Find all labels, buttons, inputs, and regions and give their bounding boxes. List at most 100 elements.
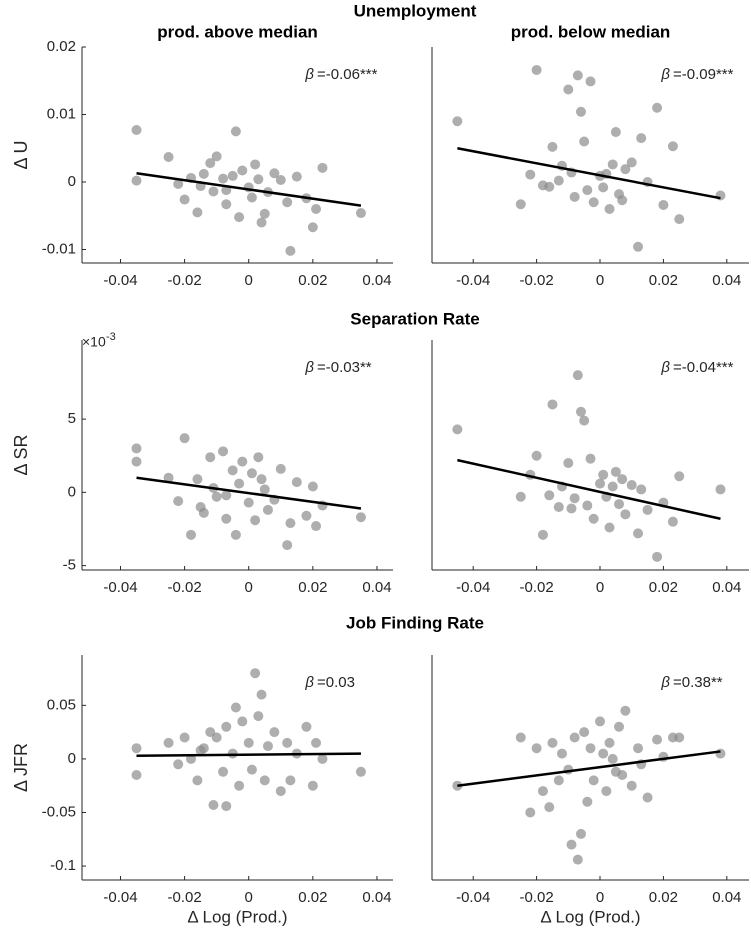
x-tick-label: 0	[596, 272, 604, 289]
point	[218, 446, 229, 457]
point	[626, 780, 637, 791]
x-tick-label: 0.04	[362, 579, 391, 596]
point	[572, 854, 583, 865]
point	[205, 452, 216, 463]
point	[218, 173, 229, 184]
point	[291, 477, 302, 488]
point	[582, 500, 593, 511]
x-tick-label: -0.02	[167, 579, 201, 596]
point	[259, 775, 270, 786]
point	[636, 133, 647, 144]
point	[652, 102, 663, 113]
point	[243, 497, 254, 508]
point	[282, 737, 293, 748]
point	[674, 471, 685, 482]
point	[595, 478, 606, 489]
point	[317, 162, 328, 173]
point	[253, 452, 264, 463]
point	[569, 191, 580, 202]
column-title: prod. below median	[511, 22, 671, 41]
point	[211, 151, 222, 162]
point	[614, 499, 625, 510]
point	[355, 512, 366, 523]
point	[633, 528, 644, 539]
column-title: prod. above median	[157, 22, 318, 41]
annotation-symbol: β	[304, 674, 314, 691]
x-tick-label: -0.02	[520, 272, 554, 289]
point	[179, 194, 190, 205]
fit-line	[457, 147, 721, 200]
point	[642, 504, 653, 515]
point	[301, 721, 312, 732]
point	[291, 171, 302, 182]
point	[205, 158, 216, 169]
x-tick-label: 0.02	[649, 579, 678, 596]
point	[547, 399, 558, 410]
x-tick-label: 0.04	[362, 889, 391, 906]
point	[585, 76, 596, 87]
y-tick-label: 0	[68, 483, 76, 500]
point	[604, 204, 615, 214]
point	[607, 753, 618, 764]
point	[525, 807, 536, 818]
point	[715, 748, 726, 759]
annotation: =0.38**	[673, 674, 723, 691]
point	[626, 480, 637, 491]
annotation: =-0.09***	[673, 66, 734, 83]
x-tick-label: 0.04	[712, 579, 741, 596]
point	[674, 732, 685, 743]
point	[237, 716, 248, 727]
point	[556, 748, 567, 759]
point	[607, 159, 618, 170]
x-tick-label: -0.04	[456, 889, 490, 906]
point	[569, 732, 580, 743]
point	[614, 721, 625, 732]
point	[192, 474, 203, 485]
point	[230, 702, 241, 713]
point	[515, 199, 526, 210]
x-tick-label: 0.04	[712, 272, 741, 289]
point	[262, 504, 273, 515]
point	[262, 741, 273, 752]
point	[547, 737, 558, 748]
annotation: =-0.06***	[317, 66, 378, 83]
point	[234, 212, 245, 223]
point	[544, 181, 555, 192]
point	[531, 450, 542, 461]
point	[601, 786, 612, 797]
point	[237, 456, 248, 467]
point	[211, 491, 222, 502]
point	[307, 222, 318, 233]
point	[667, 516, 678, 527]
y-tick-label: -5	[63, 557, 76, 574]
annotation-symbol: β	[660, 66, 670, 83]
point	[173, 496, 184, 507]
x-tick-label: 0.02	[298, 579, 327, 596]
point	[250, 515, 261, 526]
x-tick-label: 0.04	[712, 889, 741, 906]
fit-line	[136, 752, 361, 757]
point	[237, 165, 248, 176]
point	[221, 513, 232, 524]
point	[579, 727, 590, 738]
point	[227, 465, 238, 476]
point	[537, 786, 548, 797]
x-tick-label: 0.02	[649, 272, 678, 289]
point	[285, 775, 296, 786]
point	[537, 529, 548, 540]
point	[617, 195, 628, 206]
point	[588, 197, 599, 208]
point	[131, 770, 142, 780]
point	[198, 168, 209, 179]
point	[195, 745, 206, 756]
point	[563, 84, 574, 95]
point	[525, 169, 536, 180]
point	[588, 513, 599, 524]
point	[355, 766, 366, 777]
point	[253, 174, 264, 185]
x-tick-label: -0.04	[456, 579, 490, 596]
point	[311, 737, 322, 748]
point	[307, 780, 318, 791]
point	[617, 770, 628, 780]
point	[598, 748, 609, 759]
